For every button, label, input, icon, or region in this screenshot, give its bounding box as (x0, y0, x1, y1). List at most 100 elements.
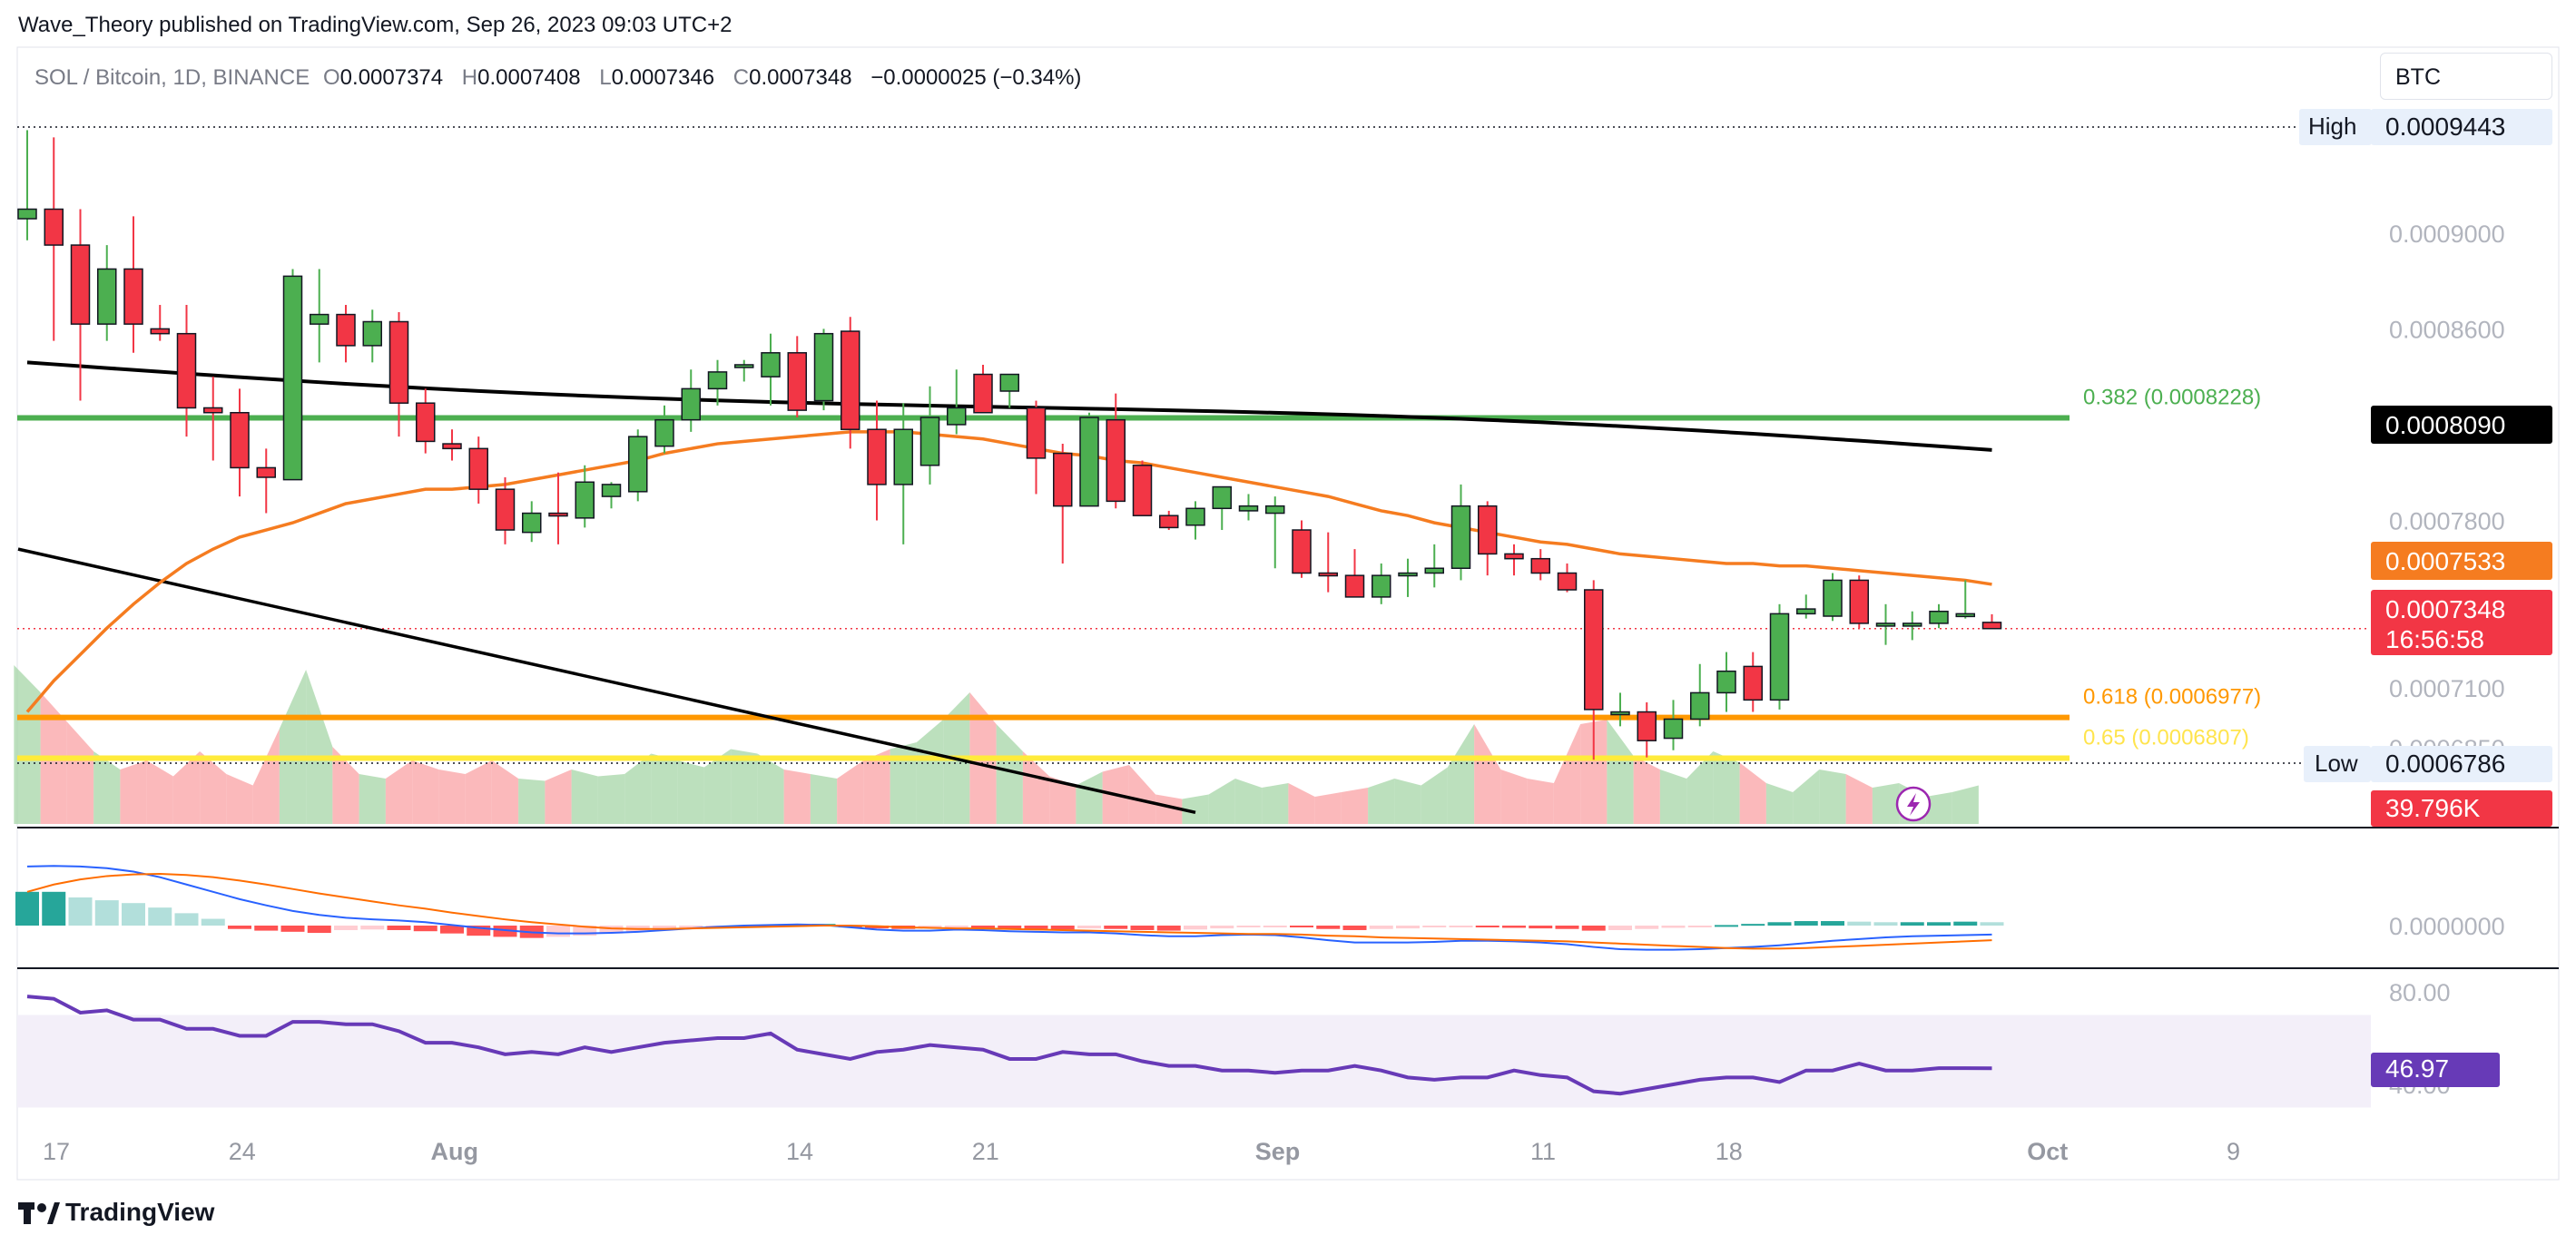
candle (44, 137, 64, 341)
currency-button[interactable]: BTC (2380, 53, 2552, 100)
candle (256, 448, 276, 514)
macd-histogram-bar (413, 926, 438, 932)
candle (1424, 544, 1444, 588)
macd-histogram-bar (387, 926, 411, 930)
macd-histogram-bar (1077, 926, 1101, 929)
volume-area (120, 760, 147, 824)
candle-body (1690, 691, 1710, 721)
volume-area (1925, 792, 1952, 824)
date-axis-label: 18 (1716, 1138, 1743, 1165)
macd-histogram-bar (1900, 922, 1924, 926)
candle-body (310, 313, 329, 325)
macd-histogram-bar (1290, 926, 1313, 927)
macd-histogram-bar (1794, 921, 1818, 926)
macd-histogram-bar (1104, 926, 1128, 929)
candle-body (44, 208, 64, 246)
tradingview-logo: TradingView (18, 1198, 214, 1227)
candle (1557, 563, 1578, 593)
volume-area (1076, 771, 1103, 824)
tradingview-brand: TradingView (65, 1198, 215, 1226)
candle-body (601, 484, 622, 497)
volume-area (1447, 724, 1475, 824)
candle (1690, 663, 1710, 727)
price-axis-label: 0.0008600 (2389, 316, 2505, 343)
macd-histogram-bar (1422, 926, 1447, 927)
candle (787, 336, 807, 418)
candle-body (1238, 505, 1259, 512)
macd-line (26, 865, 1992, 951)
macd-histogram-bar (1661, 926, 1686, 928)
date-axis-label: 9 (2227, 1138, 2240, 1165)
candle (442, 429, 462, 461)
candle-body (654, 418, 674, 447)
publisher-header: Wave_Theory published on TradingView.com… (18, 13, 732, 37)
macd-histogram-bar (1741, 924, 1765, 926)
candle-body (70, 244, 91, 325)
ema200-badge-text: 0.0008090 (2385, 411, 2505, 439)
volume-area (412, 760, 439, 824)
macd-histogram-bar (1475, 926, 1499, 927)
candle-body (1159, 515, 1179, 529)
low-tag: Low (2304, 746, 2371, 782)
candle-body (707, 371, 728, 390)
candle-body (813, 332, 834, 402)
candle-body (575, 481, 595, 519)
volume-area (624, 753, 652, 824)
candle (1478, 501, 1498, 576)
volume-area (1421, 767, 1448, 824)
ohlc-h-label: H (462, 65, 477, 90)
lightning-bolt (1907, 793, 1920, 816)
candle-body (867, 428, 887, 485)
ohlc-c-value: 0.0007348 (749, 65, 851, 90)
candle-body (1557, 572, 1578, 591)
candle-body (1769, 613, 1790, 701)
candle (1318, 532, 1338, 593)
rsi-axis-label: 80.00 (2389, 979, 2451, 1006)
candle (1053, 444, 1073, 564)
macd-histogram-bar (1608, 926, 1632, 930)
candle-body (919, 417, 940, 466)
candle-body (841, 330, 860, 430)
macd-histogram-bar (440, 926, 464, 934)
candle (522, 501, 542, 543)
volume-area (518, 779, 546, 824)
candle-body (1212, 485, 1232, 510)
volume-area (172, 751, 201, 824)
volume-area (1686, 751, 1714, 824)
candle-body (1504, 553, 1524, 560)
volume-area (491, 760, 519, 824)
volume-area (1288, 783, 1315, 824)
macd-histogram-bar (1449, 926, 1473, 927)
candle-body (388, 320, 409, 404)
candle-body (1849, 579, 1869, 624)
ema50-badge: 0.0007533 (2371, 542, 2552, 580)
candle (282, 269, 303, 481)
candle-body (548, 512, 568, 517)
high-tag-bg (2299, 109, 2372, 145)
volume-area (465, 760, 492, 824)
volume-area (1580, 720, 1608, 824)
volume-area (1128, 765, 1156, 824)
candle-body (1292, 529, 1312, 574)
candle-body (1265, 505, 1285, 515)
candle (575, 465, 595, 528)
volume-area (1314, 792, 1342, 824)
candle (1159, 510, 1179, 531)
candle (1637, 701, 1657, 758)
ohlc-readout: O0.0007374 H0.0007408 L0.0007346 C0.0007… (323, 65, 1081, 90)
volume-area (996, 724, 1023, 824)
ohlc-o-value: 0.0007374 (340, 65, 443, 90)
candle-body (230, 412, 250, 469)
rsi-band (17, 1015, 2371, 1108)
candle-body (256, 466, 276, 478)
candle-body (416, 402, 436, 443)
candle (867, 400, 887, 521)
volume-area (1182, 794, 1209, 824)
volume-area (1155, 794, 1183, 824)
candle-body (362, 320, 382, 347)
candle-body (203, 407, 223, 414)
macd-histogram-bar (546, 926, 570, 937)
volume-badge: 39.796K (2371, 790, 2552, 827)
